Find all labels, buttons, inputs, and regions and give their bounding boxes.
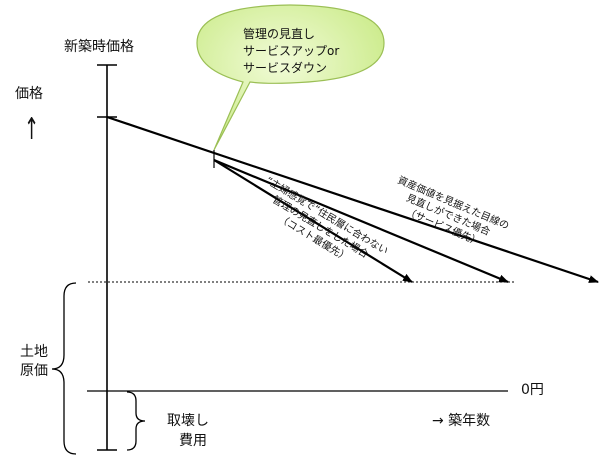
demolition-label-line2: 費用 bbox=[179, 433, 207, 449]
price-label: 価格 bbox=[15, 86, 43, 102]
middle-arrow bbox=[213, 158, 509, 284]
cost-priority-arrow bbox=[213, 159, 413, 283]
up-arrow-icon: ↑ bbox=[24, 112, 40, 147]
demolition-label-line1: 取壊し bbox=[167, 413, 209, 429]
building-age-label: → 築年数 bbox=[432, 413, 491, 429]
land-cost-label-line1: 土地 bbox=[20, 344, 48, 360]
demolition-brace bbox=[126, 391, 146, 451]
bubble-line-2: サービスアップor bbox=[243, 44, 340, 58]
bubble-line-3: サービスダウン bbox=[243, 61, 328, 75]
zero-yen-label: 0円 bbox=[521, 382, 544, 398]
main-decline-line bbox=[106, 115, 599, 284]
land-cost-label-line2: 原価 bbox=[20, 363, 48, 379]
bubble-line-1: 管理の見直し bbox=[243, 27, 316, 41]
new-build-price-label: 新築時価格 bbox=[64, 39, 134, 55]
land-cost-brace bbox=[51, 282, 77, 455]
speech-bubble bbox=[196, 4, 385, 151]
bubble-text: 管理の見直し サービスアップor サービスダウン bbox=[243, 26, 393, 77]
